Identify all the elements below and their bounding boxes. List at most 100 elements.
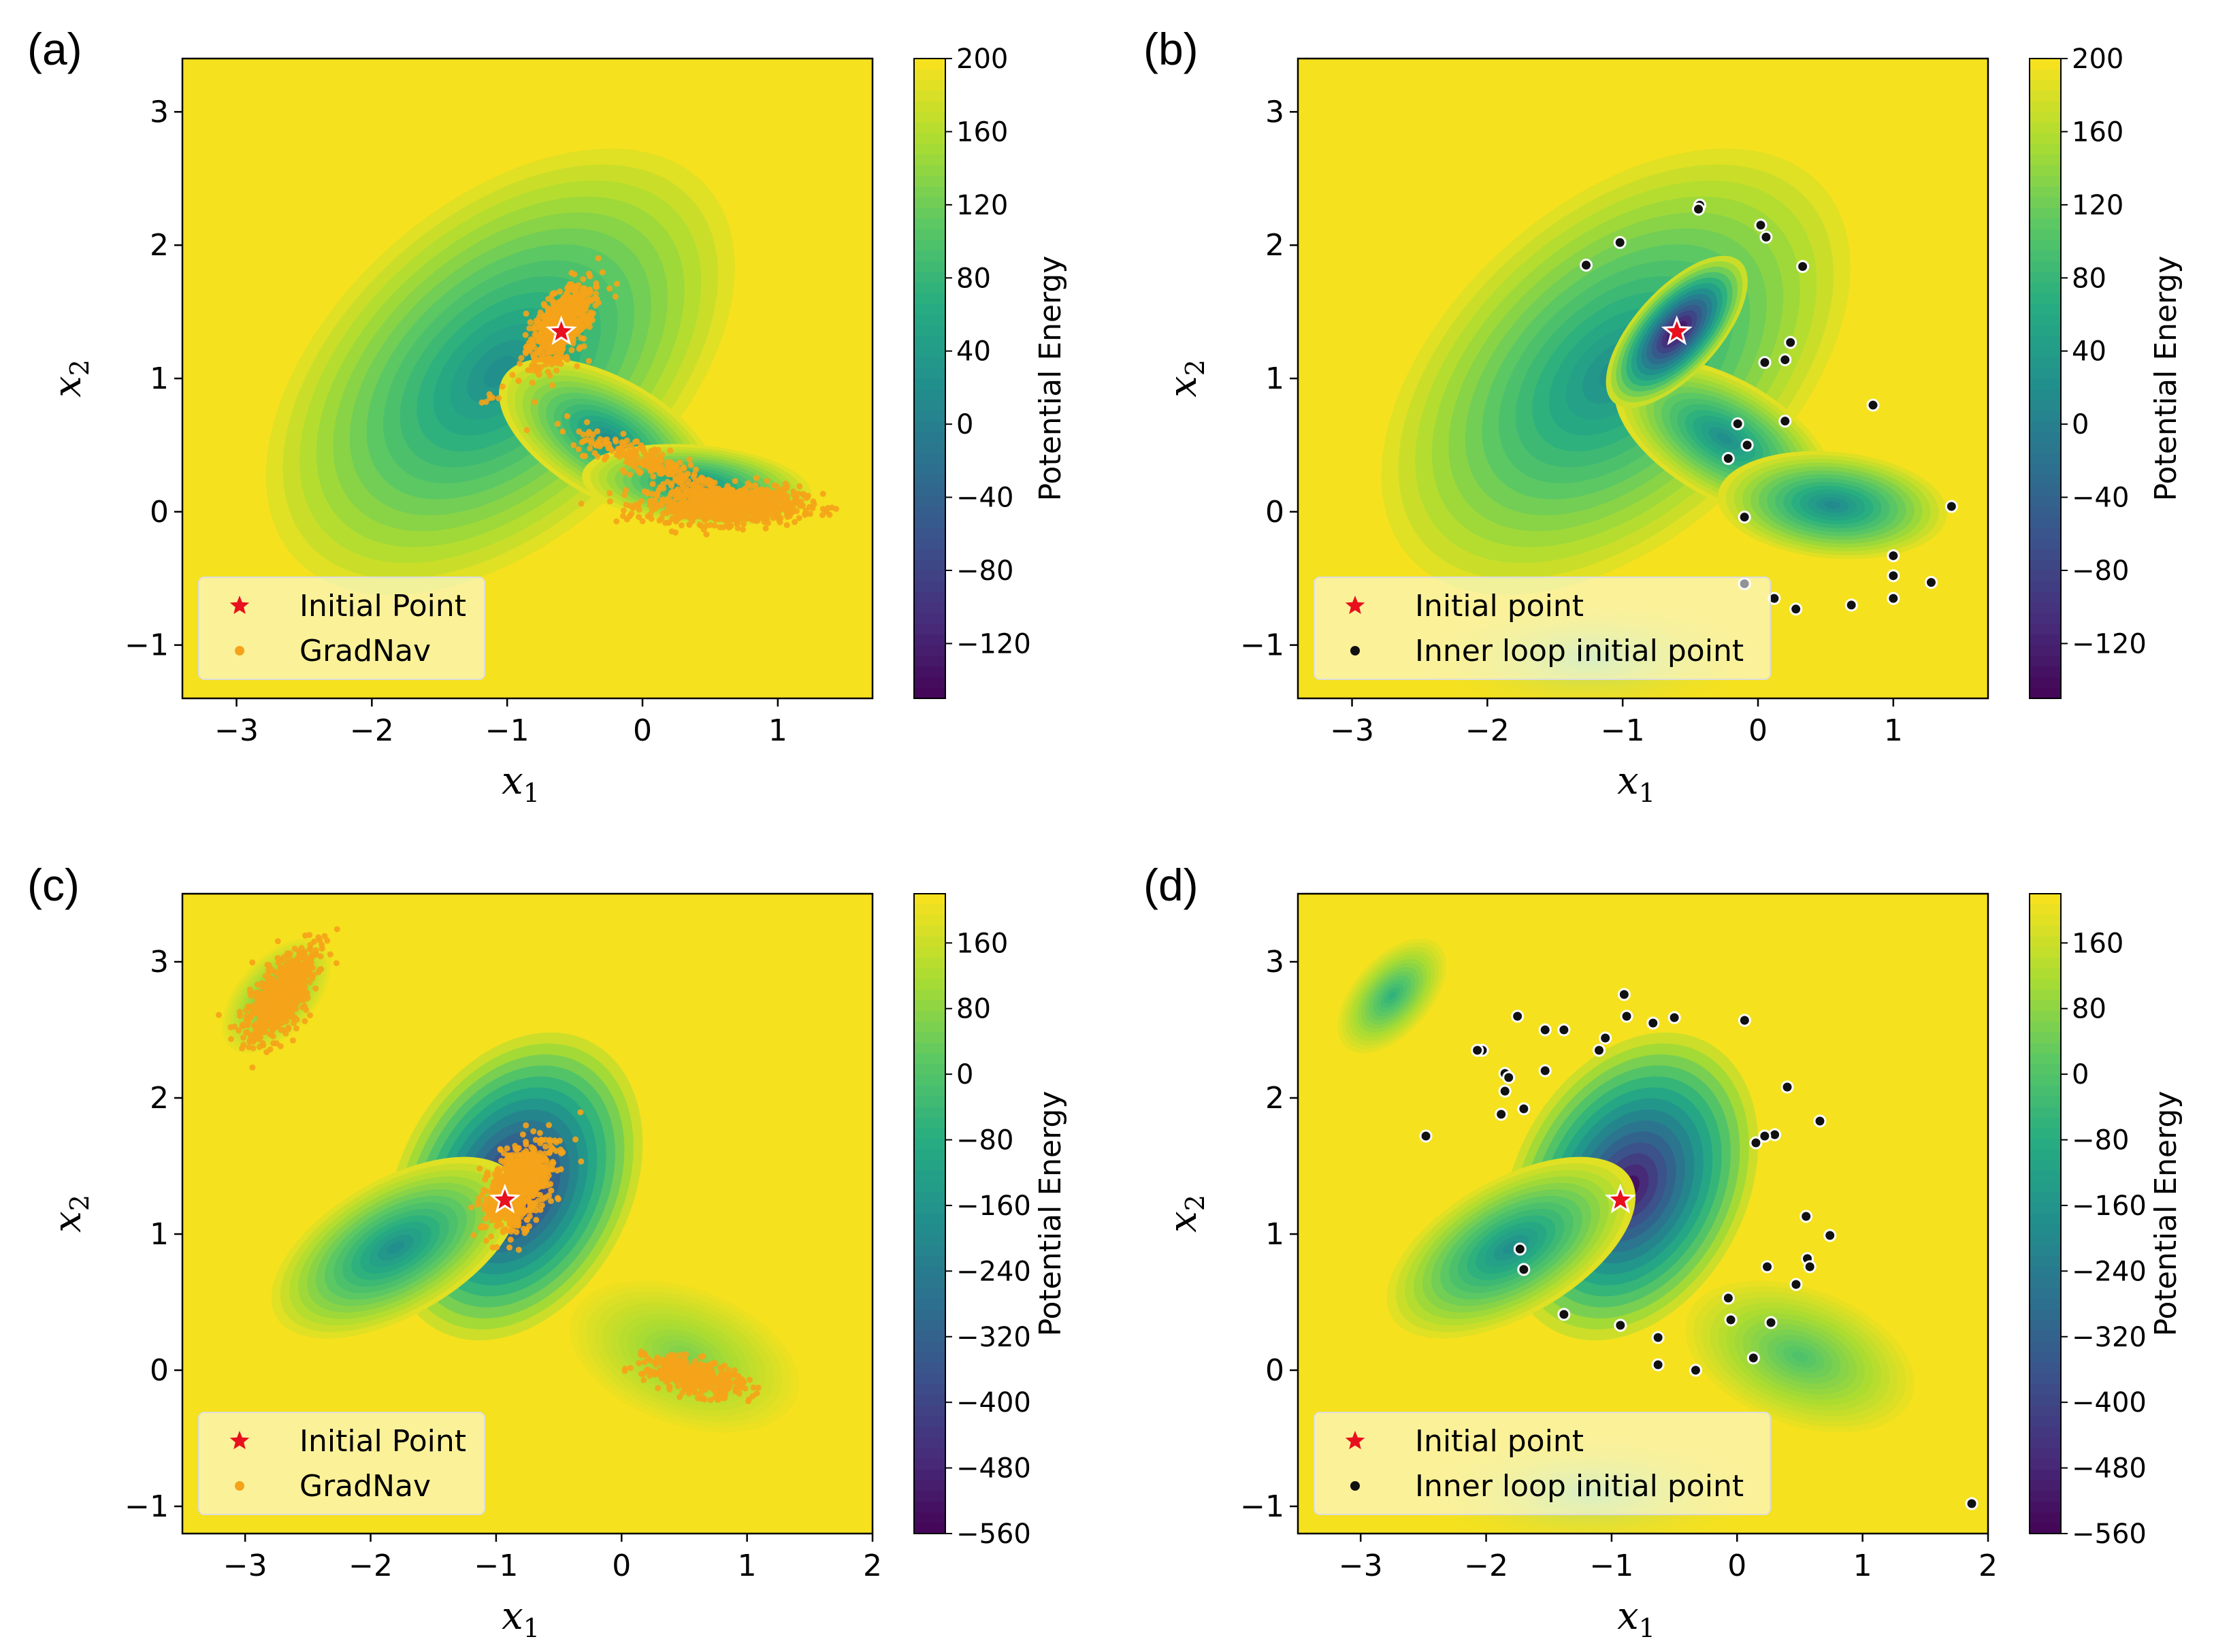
gradnav-point (700, 498, 706, 504)
gradnav-point (559, 342, 566, 349)
gradnav-point (745, 498, 751, 504)
gradnav-point (795, 490, 802, 497)
colorbar-band (2030, 272, 2061, 283)
colorbar-band (2030, 282, 2061, 294)
gradnav-point (649, 453, 655, 460)
colorbar-band (2030, 69, 2061, 81)
gradnav-point (483, 1173, 489, 1180)
y-tick-label: 0 (150, 495, 169, 530)
gradnav-point (228, 1036, 234, 1042)
gradnav-point (586, 323, 593, 330)
colorbar-band (914, 1214, 945, 1225)
colorbar-band (914, 144, 945, 155)
gradnav-point (555, 310, 562, 317)
gradnav-point (683, 1351, 689, 1358)
gradnav-point (702, 487, 709, 493)
gradnav-point (681, 1375, 688, 1381)
gradnav-point (508, 1228, 515, 1235)
colorbar-band (2030, 570, 2061, 582)
gradnav-point (538, 363, 544, 370)
gradnav-point (258, 994, 265, 1001)
gradnav-point (693, 466, 699, 473)
gradnav-point (717, 491, 723, 498)
colorbar-band (2030, 218, 2061, 230)
colorbar-band (914, 357, 945, 369)
colorbar-band (2030, 357, 2061, 369)
gradnav-point (273, 1018, 280, 1025)
gradnav-point (639, 518, 646, 525)
gradnav-point (670, 515, 677, 522)
colorbar-band (914, 623, 945, 635)
colorbar-band (2030, 133, 2061, 145)
gradnav-point (585, 357, 592, 364)
gradnav-point (552, 290, 559, 297)
y-tick-label: 2 (150, 228, 169, 263)
gradnav-point (288, 1014, 295, 1020)
x-tick-label: 0 (633, 713, 652, 748)
gradnav-point (606, 490, 613, 497)
colorbar-band (914, 1192, 945, 1204)
colorbar-band (914, 677, 945, 689)
colorbar-band (914, 1395, 945, 1406)
gradnav-point (499, 383, 506, 390)
colorbar-band (2030, 538, 2061, 550)
colorbar-tick-label: 160 (956, 928, 1008, 959)
gradnav-point (644, 490, 651, 497)
colorbar-band (914, 634, 945, 646)
gradnav-point (774, 489, 781, 496)
gradnav-point (306, 932, 313, 939)
gradnav-point (621, 1367, 628, 1374)
colorbar-tick-label: −80 (2072, 1125, 2129, 1156)
gradnav-point (289, 988, 296, 994)
inner-loop-point (1813, 1114, 1827, 1128)
gradnav-point (524, 1183, 531, 1190)
gradnav-point (514, 1218, 521, 1225)
gradnav-point (532, 326, 538, 333)
gradnav-point (653, 491, 660, 498)
gradnav-point (307, 1012, 313, 1019)
gradnav-point (521, 1229, 528, 1236)
colorbar-band (914, 1150, 945, 1161)
colorbar-band (914, 1246, 945, 1257)
gradnav-point (699, 1387, 706, 1394)
gradnav-point (546, 308, 553, 314)
gradnav-point (796, 515, 802, 521)
gradnav-point (653, 1360, 660, 1367)
y-tick-label: 1 (150, 361, 169, 396)
gradnav-point (707, 486, 714, 492)
gradnav-point (540, 1155, 547, 1162)
gradnav-point (668, 489, 675, 496)
subplot-c: −3 −2 −1 0 1 2 −1 0 1 2 3 x1 x2 (c) Initial Point GradN… (27, 860, 1068, 1643)
inner-loop-point (1746, 1351, 1760, 1365)
inner-loop-point (1887, 592, 1900, 605)
gradnav-point (265, 980, 272, 987)
colorbar-tick-label: −120 (956, 628, 1031, 660)
gradnav-point (802, 507, 809, 514)
gradnav-point (740, 510, 747, 517)
inner-loop-point (1579, 259, 1593, 272)
gradnav-point (506, 1244, 512, 1251)
gradnav-point (772, 502, 779, 508)
colorbar-band (2030, 155, 2061, 166)
colorbar-band (2030, 165, 2061, 177)
inner-loop-point (1844, 598, 1858, 612)
colorbar: 200 160 120 80 40 0 −40 −80 −120 Potential Energy (2029, 44, 2183, 699)
gradnav-point (272, 990, 279, 997)
colorbar-band (2030, 421, 2061, 433)
gradnav-point (663, 1365, 670, 1372)
gradnav-point (530, 1200, 537, 1207)
gradnav-point (263, 1001, 270, 1008)
gradnav-point (700, 1371, 706, 1377)
gradnav-point (493, 1185, 500, 1191)
x-tick-label: 1 (738, 1549, 757, 1583)
gradnav-point (621, 491, 628, 498)
y-axis-label: x2 (46, 359, 95, 398)
inner-loop-point (1758, 1129, 1772, 1143)
gradnav-point (542, 1143, 549, 1150)
colorbar-band (914, 101, 945, 113)
colorbar-band (2030, 176, 2061, 187)
gradnav-point (686, 456, 693, 463)
gradnav-point (526, 346, 533, 353)
y-tick-label: −1 (125, 1489, 169, 1524)
x-tick-label: −2 (350, 713, 394, 748)
